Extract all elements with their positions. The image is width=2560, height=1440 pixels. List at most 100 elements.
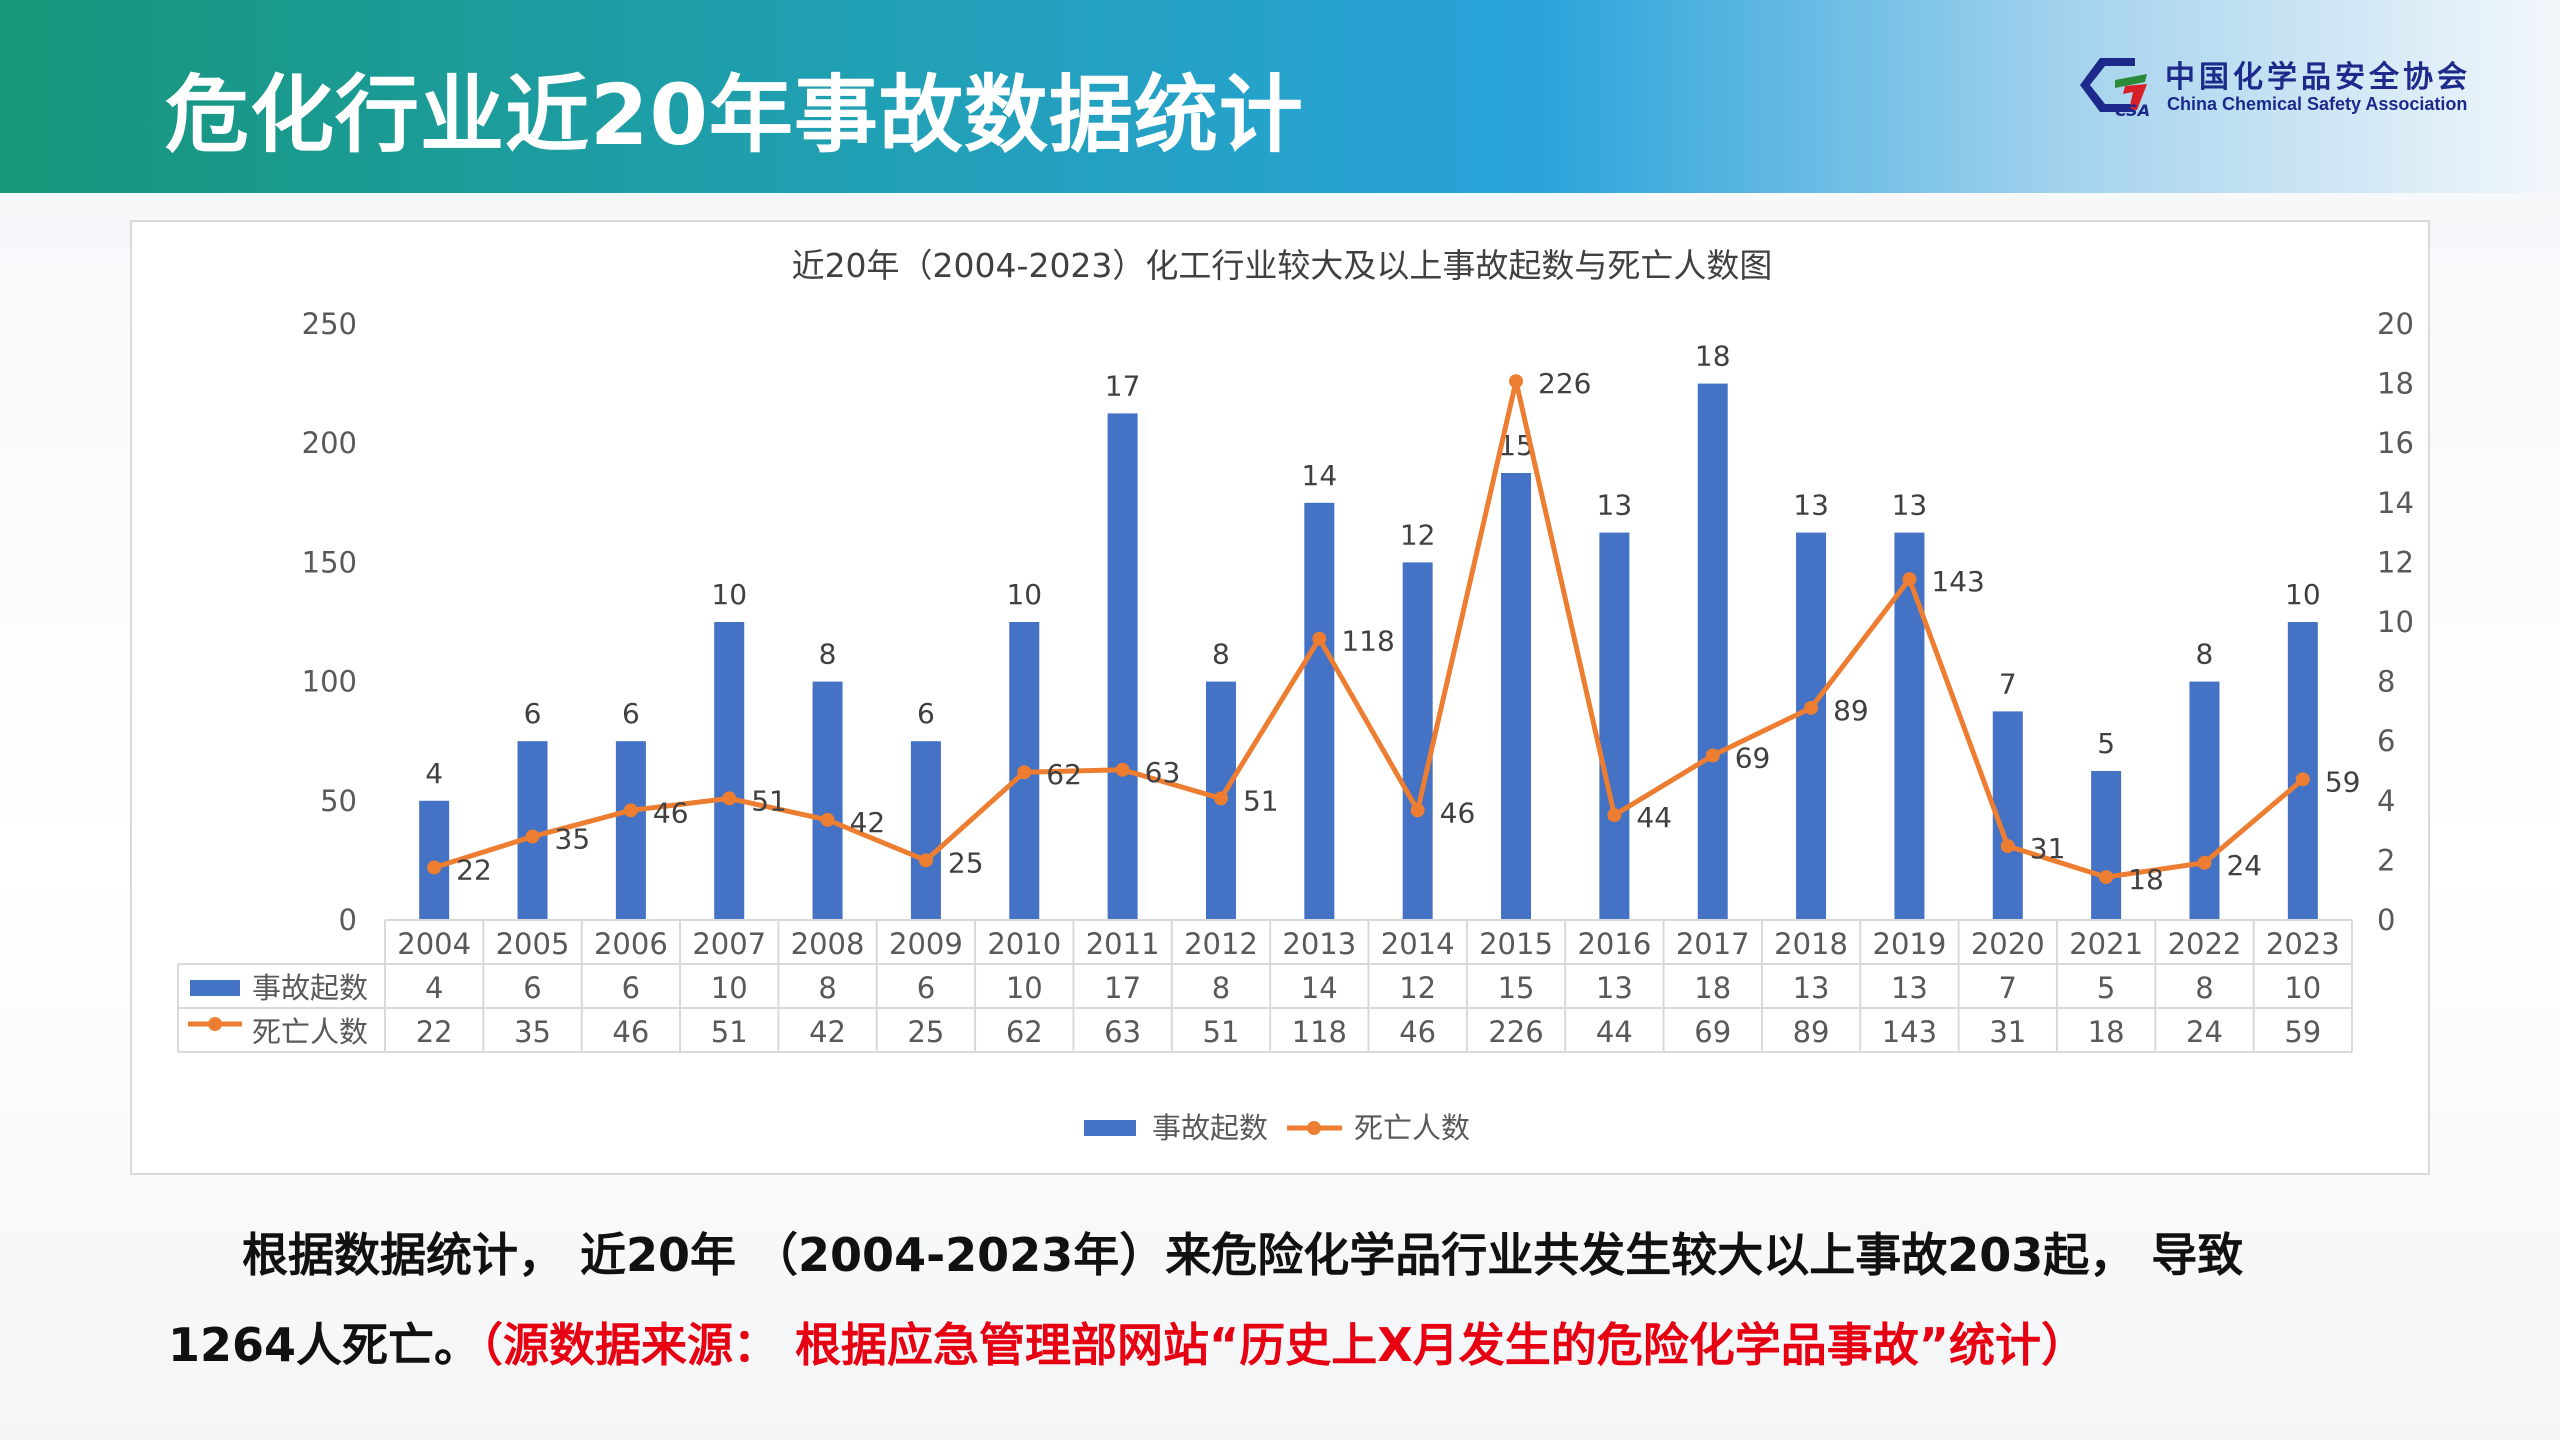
line-point-2009 [918,853,933,868]
bar-2016 [1599,532,1630,920]
line-label: 51 [1243,784,1279,817]
line-point-2023 [2295,772,2310,787]
line-label: 69 [1735,742,1771,775]
page-title: 危化行业近20年事故数据统计 [165,66,1304,164]
line-label: 18 [2128,863,2164,896]
table-year: 2012 [1184,927,1258,961]
bar-2017 [1697,383,1728,921]
right-axis-tick: 6 [2377,724,2395,758]
table-count: 10 [2284,971,2321,1005]
right-axis-tick: 10 [2377,605,2414,639]
table-count: 5 [2097,971,2115,1005]
table-count: 4 [425,971,443,1005]
table-count: 7 [1999,971,2017,1005]
line-point-2020 [2000,839,2015,854]
summary-line-2: 1264人死亡。 [168,1318,481,1372]
line-label: 143 [1931,565,1984,598]
line-deaths [433,380,2305,880]
table-year: 2011 [1086,927,1160,961]
table-deaths: 51 [1203,1015,1240,1049]
bar-2011 [1107,413,1138,920]
line-point-2014 [1410,803,1425,818]
table-deaths: 226 [1488,1015,1543,1049]
table-year: 2014 [1381,927,1455,961]
table-deaths: 118 [1292,1015,1347,1049]
line-point-2008 [820,812,835,827]
table-year: 2016 [1577,927,1651,961]
line-label: 89 [1833,694,1869,727]
table-count: 14 [1301,971,1338,1005]
line-label: 46 [653,796,689,829]
bar-label: 5 [2097,727,2115,760]
line-point-2018 [1804,700,1819,715]
bar-label: 13 [1892,489,1928,522]
left-axis-tick: 50 [320,784,357,818]
bar-label: 6 [622,697,640,730]
table-count: 6 [917,971,935,1005]
left-axis-tick: 100 [302,665,357,699]
right-axis-tick: 18 [2377,367,2414,401]
left-axis-tick: 150 [302,545,357,579]
association-logo: CSA 中国化学品安全协会 China Chemical Safety Asso… [2075,50,2475,120]
table-count: 8 [818,971,836,1005]
bar-label: 8 [1212,638,1230,671]
line-label: 44 [1636,801,1672,834]
line-label: 46 [1440,796,1476,829]
table-year: 2020 [1971,927,2045,961]
table-year: 2022 [2168,927,2242,961]
table-count: 8 [1212,971,1230,1005]
chart-title: 近20年（2004-2023）化工行业较大及以上事故起数与死亡人数图 [792,246,1773,285]
line-label: 25 [948,846,984,879]
table-series-name: 死亡人数 [252,1015,368,1049]
table-year: 2013 [1282,927,1356,961]
bar-2014 [1402,562,1433,920]
table-count: 6 [622,971,640,1005]
bar-label: 8 [819,638,837,671]
table-year: 2005 [496,927,570,961]
bar-2007 [714,622,745,920]
csa-logo-icon: CSA [2080,58,2150,120]
table-deaths: 25 [907,1015,944,1049]
right-axis-tick: 12 [2377,545,2414,579]
table-year: 2008 [791,927,865,961]
line-label: 118 [1341,625,1394,658]
header-banner: 危化行业近20年事故数据统计 CSA 中国化学品安全协会 China Chemi… [0,0,2560,193]
table-deaths: 59 [2284,1015,2321,1049]
table-count: 10 [711,971,748,1005]
combo-chart: 近20年（2004-2023）化工行业较大及以上事故起数与死亡人数图050100… [177,246,2414,1145]
table-count: 6 [523,971,541,1005]
data-source-note: （源数据来源： 根据应急管理部网站“历史上X月发生的危险化学品事故”统计） [480,1318,2087,1372]
bar-label: 17 [1105,369,1141,402]
line-label: 226 [1538,367,1591,400]
bar-label: 14 [1302,459,1338,492]
bar-label: 10 [2285,578,2321,611]
table-deaths: 44 [1596,1015,1633,1049]
bar-2013 [1304,502,1335,920]
summary-line-1: 根据数据统计， 近20年 （2004-2023年）来危险化学品行业共发生较大以上… [242,1228,2244,1282]
line-point-2004 [427,860,442,875]
line-label: 51 [751,784,787,817]
legend-key-line-icon [208,1017,222,1031]
table-deaths: 31 [1989,1015,2026,1049]
table-year: 2017 [1676,927,1750,961]
bar-label: 10 [711,578,747,611]
logo-chinese-name: 中国化学品安全协会 [2165,60,2471,95]
legend-label: 死亡人数 [1354,1111,1470,1145]
table-year: 2023 [2266,927,2340,961]
line-point-2011 [1115,762,1130,777]
legend-key-bar-icon [190,980,240,996]
table-deaths: 63 [1104,1015,1141,1049]
line-point-2021 [2099,870,2114,885]
table-count: 10 [1006,971,1043,1005]
legend-label: 事故起数 [1152,1111,1268,1145]
line-point-2019 [1902,572,1917,587]
table-year: 2021 [2069,927,2143,961]
bar-label: 13 [1793,489,1829,522]
bar-2019 [1894,532,1925,920]
line-point-2005 [525,829,540,844]
line-label: 63 [1145,756,1181,789]
table-count: 13 [1793,971,1830,1005]
line-label: 62 [1046,758,1082,791]
line-point-2013 [1312,631,1327,646]
line-point-2016 [1607,808,1622,823]
